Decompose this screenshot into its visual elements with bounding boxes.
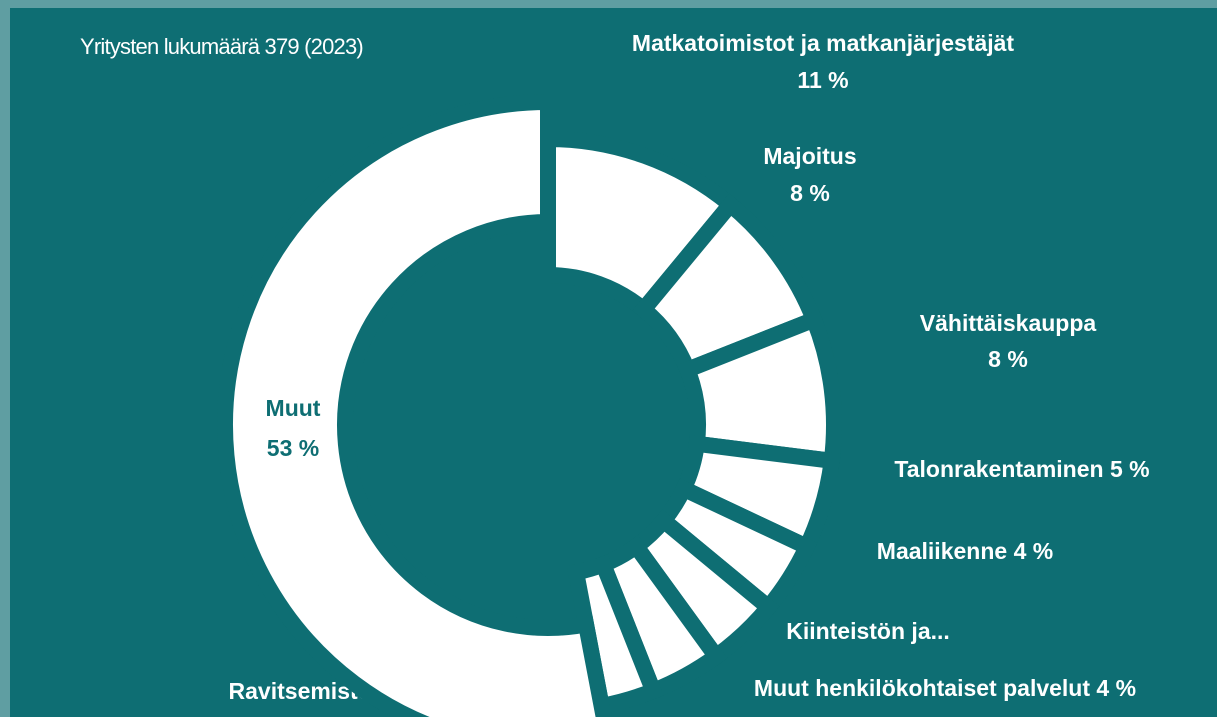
value-label: 11 % — [797, 67, 848, 93]
value-label: 8 % — [790, 180, 830, 206]
donut-segment — [217, 93, 612, 717]
value-label: 4 % — [1096, 675, 1136, 701]
value-label: 8 % — [988, 346, 1028, 372]
segment-label: Kiinteistön ja... — [786, 618, 950, 644]
category-label: Majoitus — [763, 143, 856, 169]
segment-label: Muut henkilökohtaiset palvelut 4 % — [754, 675, 1136, 701]
category-label: Vähittäiskauppa — [920, 310, 1097, 336]
category-label: Maaliikenne — [877, 538, 1007, 564]
segment-label: Maaliikenne 4 % — [877, 538, 1053, 564]
chart-title: Yritysten lukumäärä 379 (2023) — [80, 34, 363, 59]
category-label: Talonrakentaminen — [894, 456, 1103, 482]
category-label: Muut henkilökohtaiset palvelut — [754, 675, 1090, 701]
category-label: Kiinteistön ja... — [786, 618, 950, 644]
category-label: Muut — [266, 395, 321, 421]
value-label: 53 % — [267, 435, 319, 461]
value-label: 4 % — [1014, 538, 1054, 564]
value-label: 5 % — [1110, 456, 1150, 482]
segment-label: Talonrakentaminen 5 % — [894, 456, 1149, 482]
category-label: Matkatoimistot ja matkanjärjestäjät — [632, 30, 1015, 56]
